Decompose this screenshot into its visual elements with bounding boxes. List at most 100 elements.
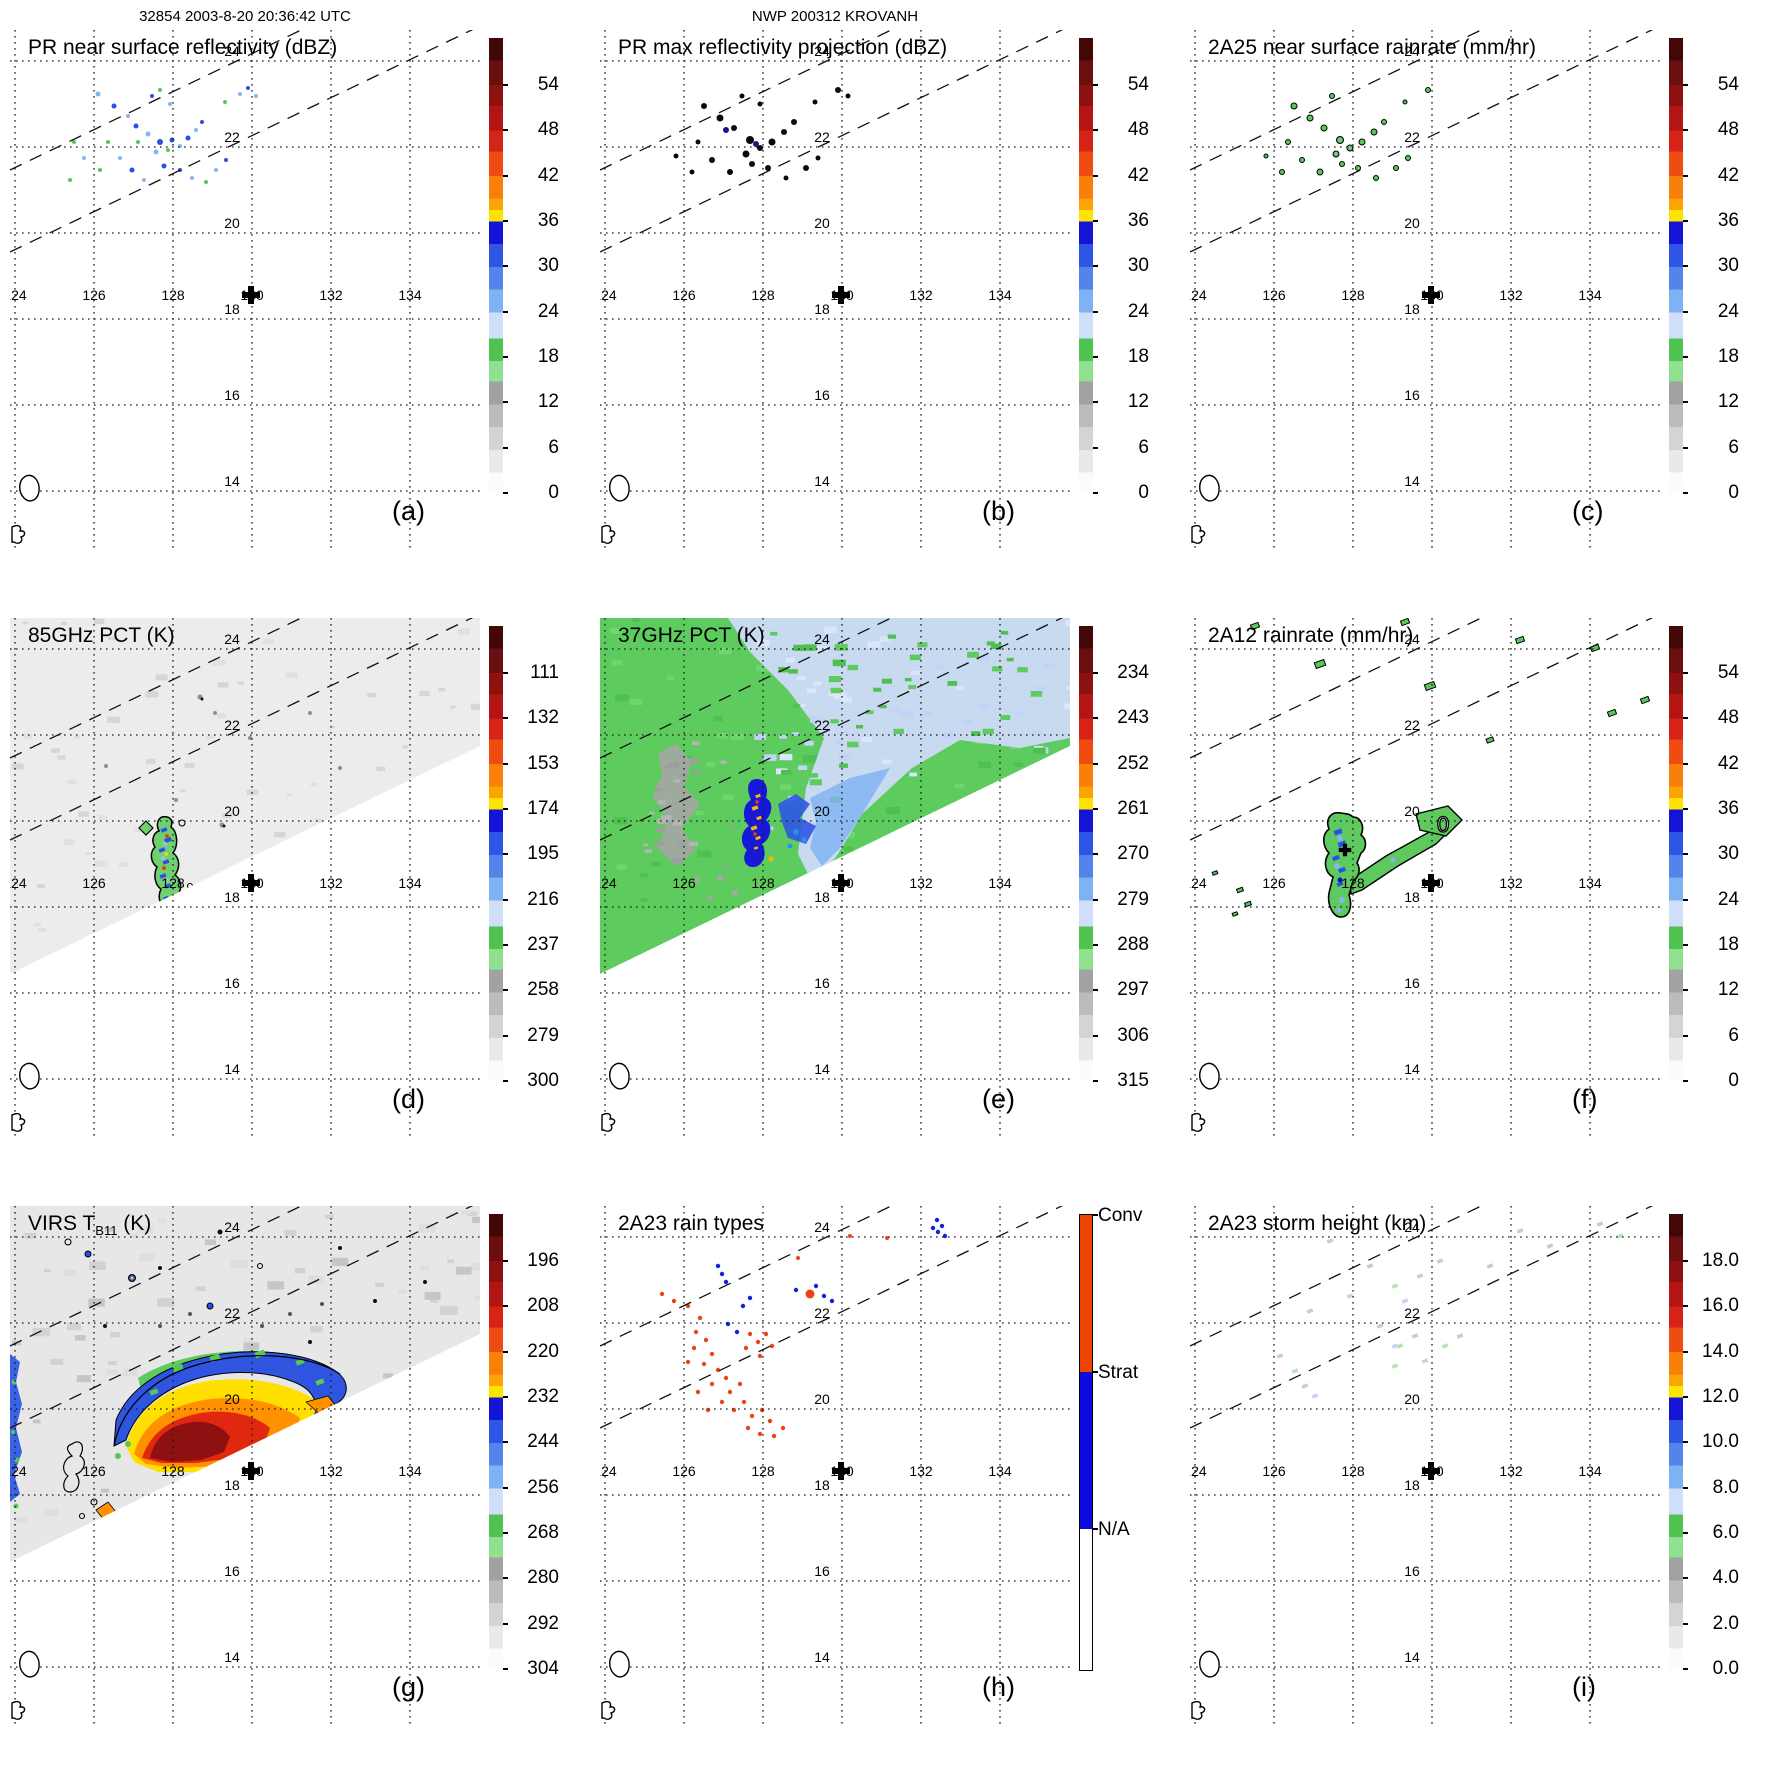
data-speck bbox=[1425, 87, 1431, 93]
texture-blob bbox=[375, 1282, 384, 1288]
data-speck bbox=[751, 805, 759, 811]
texture-blob bbox=[910, 670, 920, 676]
colorbar-tick-label: 4.0 bbox=[1712, 1567, 1739, 1589]
data-speck bbox=[741, 1399, 747, 1405]
texture-blob bbox=[888, 706, 901, 713]
lat-tick-label: 24 bbox=[814, 631, 830, 647]
texture-blob bbox=[474, 1295, 480, 1301]
data-speck bbox=[701, 1361, 707, 1367]
texture-blob bbox=[212, 659, 226, 666]
texture-blob bbox=[74, 1335, 86, 1341]
panel-c: 1241261281301321342422201816142A25 near … bbox=[1180, 30, 1770, 618]
colorbar-tick bbox=[503, 1668, 508, 1670]
lon-tick-label: 134 bbox=[1578, 1463, 1602, 1479]
panel-h: 1241261281301321342422201816142A23 rain … bbox=[590, 1205, 1180, 1771]
colorbar-tick bbox=[1093, 853, 1098, 856]
texture-blob bbox=[461, 1210, 470, 1215]
lon-tick-label: 132 bbox=[319, 875, 343, 891]
colorbar-tick bbox=[1683, 1441, 1688, 1444]
colorbar-tick-label: 2.0 bbox=[1712, 1612, 1739, 1634]
texture-blob bbox=[66, 1322, 82, 1331]
colorbar-tick bbox=[503, 401, 508, 404]
lon-tick-label: 124 bbox=[600, 875, 617, 891]
texture-blob bbox=[904, 677, 912, 682]
data-speck bbox=[1337, 840, 1347, 848]
colorbar-gradient bbox=[1079, 626, 1093, 1081]
data-speck bbox=[727, 1389, 733, 1395]
data-speck bbox=[691, 1345, 697, 1351]
texture-blob bbox=[184, 762, 195, 768]
colorbar-tick bbox=[1683, 83, 1688, 86]
island-coastline bbox=[19, 1062, 40, 1090]
island-coastline bbox=[601, 1700, 616, 1720]
colorbar-tick-label: 24 bbox=[1717, 300, 1739, 322]
texture-blob bbox=[1015, 711, 1025, 717]
texture-blob bbox=[656, 827, 665, 832]
data-speck bbox=[162, 859, 170, 865]
texture-blob bbox=[856, 724, 864, 729]
texture-blob bbox=[106, 1369, 118, 1375]
data-speck bbox=[106, 140, 110, 144]
map-feature bbox=[150, 1421, 230, 1462]
lat-tick-label: 14 bbox=[814, 1061, 830, 1077]
texture-blob bbox=[815, 646, 828, 652]
lon-tick-label: 128 bbox=[751, 875, 775, 891]
texture-blob bbox=[130, 1233, 139, 1238]
data-speck bbox=[129, 167, 135, 173]
data-speck bbox=[1299, 157, 1305, 163]
colorbar-tick-label: 36 bbox=[537, 209, 559, 231]
data-speck bbox=[757, 1353, 763, 1359]
lon-tick-label: 124 bbox=[10, 875, 27, 891]
data-speck bbox=[145, 131, 151, 137]
lat-tick-label: 22 bbox=[224, 1305, 240, 1321]
lat-tick-label: 20 bbox=[814, 803, 830, 819]
data-speck bbox=[260, 1324, 264, 1328]
data-speck bbox=[1231, 911, 1239, 917]
lon-tick-label: 126 bbox=[1262, 875, 1286, 891]
texture-blob bbox=[663, 765, 670, 769]
map-c: 124126128130132134242220181614 bbox=[1190, 30, 1660, 550]
panel-letter-h: (h) bbox=[982, 1672, 1015, 1702]
colorbar-g: 196 208 220 232 244 256 268 280 292 304 bbox=[489, 1214, 559, 1679]
colorbar-tick-label: 18 bbox=[1127, 345, 1149, 367]
lat-tick-label: 16 bbox=[814, 975, 830, 991]
sensor-swath bbox=[10, 618, 480, 974]
colorbar-tick-label: 304 bbox=[527, 1658, 559, 1679]
lat-tick-label: 24 bbox=[814, 43, 830, 59]
lat-tick-label: 14 bbox=[224, 473, 240, 489]
texture-blob bbox=[834, 644, 848, 651]
texture-blob bbox=[398, 1289, 407, 1294]
texture-blob bbox=[986, 641, 995, 646]
texture-blob bbox=[1065, 620, 1070, 627]
colorbar-gradient bbox=[489, 38, 503, 493]
panel-g: 124126128130132134242220181614VIRS TB11 … bbox=[0, 1206, 590, 1771]
texture-blob bbox=[267, 1281, 285, 1290]
texture-blob bbox=[779, 753, 793, 761]
data-speck bbox=[1249, 621, 1261, 631]
texture-blob bbox=[951, 760, 960, 765]
colorbar-tick-label: 306 bbox=[1117, 1024, 1149, 1046]
texture-blob bbox=[780, 784, 791, 790]
texture-blob bbox=[1033, 747, 1046, 754]
data-speck bbox=[930, 1225, 936, 1231]
data-speck bbox=[805, 1289, 815, 1299]
data-speck bbox=[771, 1433, 777, 1439]
data-speck bbox=[1370, 128, 1378, 136]
colorbar-tick-label: 256 bbox=[527, 1476, 559, 1498]
panel-title-i: 2A23 storm height (km) bbox=[1208, 1212, 1427, 1235]
data-speck bbox=[1421, 1358, 1429, 1364]
texture-blob bbox=[11, 763, 24, 770]
texture-blob bbox=[688, 841, 698, 847]
data-speck bbox=[812, 99, 818, 105]
texture-blob bbox=[612, 660, 623, 666]
lat-tick-label: 18 bbox=[224, 1477, 240, 1493]
data-speck bbox=[1606, 708, 1618, 718]
data-speck bbox=[1336, 907, 1342, 913]
texture-blob bbox=[107, 716, 121, 724]
colorbar-h: Conv Strat N/A bbox=[1079, 1205, 1142, 1671]
contour-ring bbox=[78, 1512, 86, 1520]
texture-blob bbox=[37, 928, 47, 933]
data-speck bbox=[118, 156, 122, 160]
texture-blob bbox=[1066, 685, 1070, 690]
texture-blob bbox=[230, 1259, 248, 1269]
